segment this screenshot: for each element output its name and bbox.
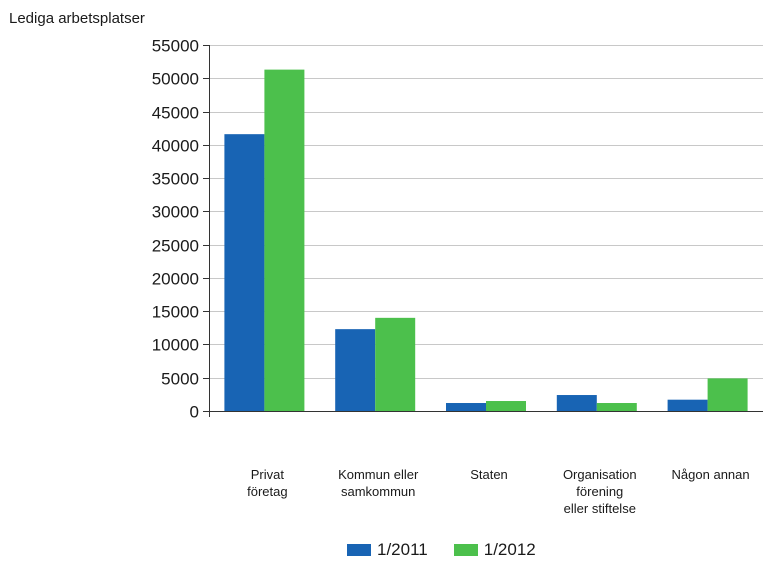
bar xyxy=(335,329,376,411)
bar xyxy=(224,134,265,412)
bar xyxy=(446,403,486,411)
bar xyxy=(486,401,526,411)
y-tick-label: 25000 xyxy=(152,237,199,256)
x-tick-label: Staten xyxy=(470,467,508,482)
legend-label: 1/2012 xyxy=(483,540,536,559)
legend-item: 1/2012 xyxy=(453,540,536,560)
x-tick-label: Privat företag xyxy=(247,467,288,499)
bar xyxy=(667,399,708,411)
legend-swatch xyxy=(453,544,478,556)
bar xyxy=(264,69,305,411)
y-tick-label: 30000 xyxy=(152,203,199,222)
x-tick-label: Kommun eller samkommun xyxy=(338,467,419,499)
y-tick-label: 0 xyxy=(190,403,199,422)
y-tick-label: 20000 xyxy=(152,270,199,289)
x-tick-label: Organisation förening eller stiftelse xyxy=(562,467,637,516)
y-tick-label: 40000 xyxy=(152,137,199,156)
bar xyxy=(375,317,416,411)
legend-item: 1/2011 xyxy=(347,540,428,560)
bar xyxy=(707,378,748,411)
y-tick-label: 50000 xyxy=(152,70,199,89)
bar xyxy=(556,395,597,411)
legend: 1/2011 1/2012 xyxy=(347,539,562,561)
legend-label: 1/2011 xyxy=(377,540,428,559)
y-tick-label: 35000 xyxy=(152,170,199,189)
y-tick-label: 55000 xyxy=(152,37,199,56)
legend-swatch xyxy=(347,544,371,556)
y-tick-label: 5000 xyxy=(161,370,199,389)
bar xyxy=(596,403,637,411)
x-tick-label: Någon annan xyxy=(671,467,750,482)
y-axis-label: Lediga arbetsplatser xyxy=(9,10,145,27)
y-tick-label: 15000 xyxy=(152,303,199,322)
y-tick-label: 10000 xyxy=(152,336,199,355)
y-tick-label: 45000 xyxy=(152,104,199,123)
